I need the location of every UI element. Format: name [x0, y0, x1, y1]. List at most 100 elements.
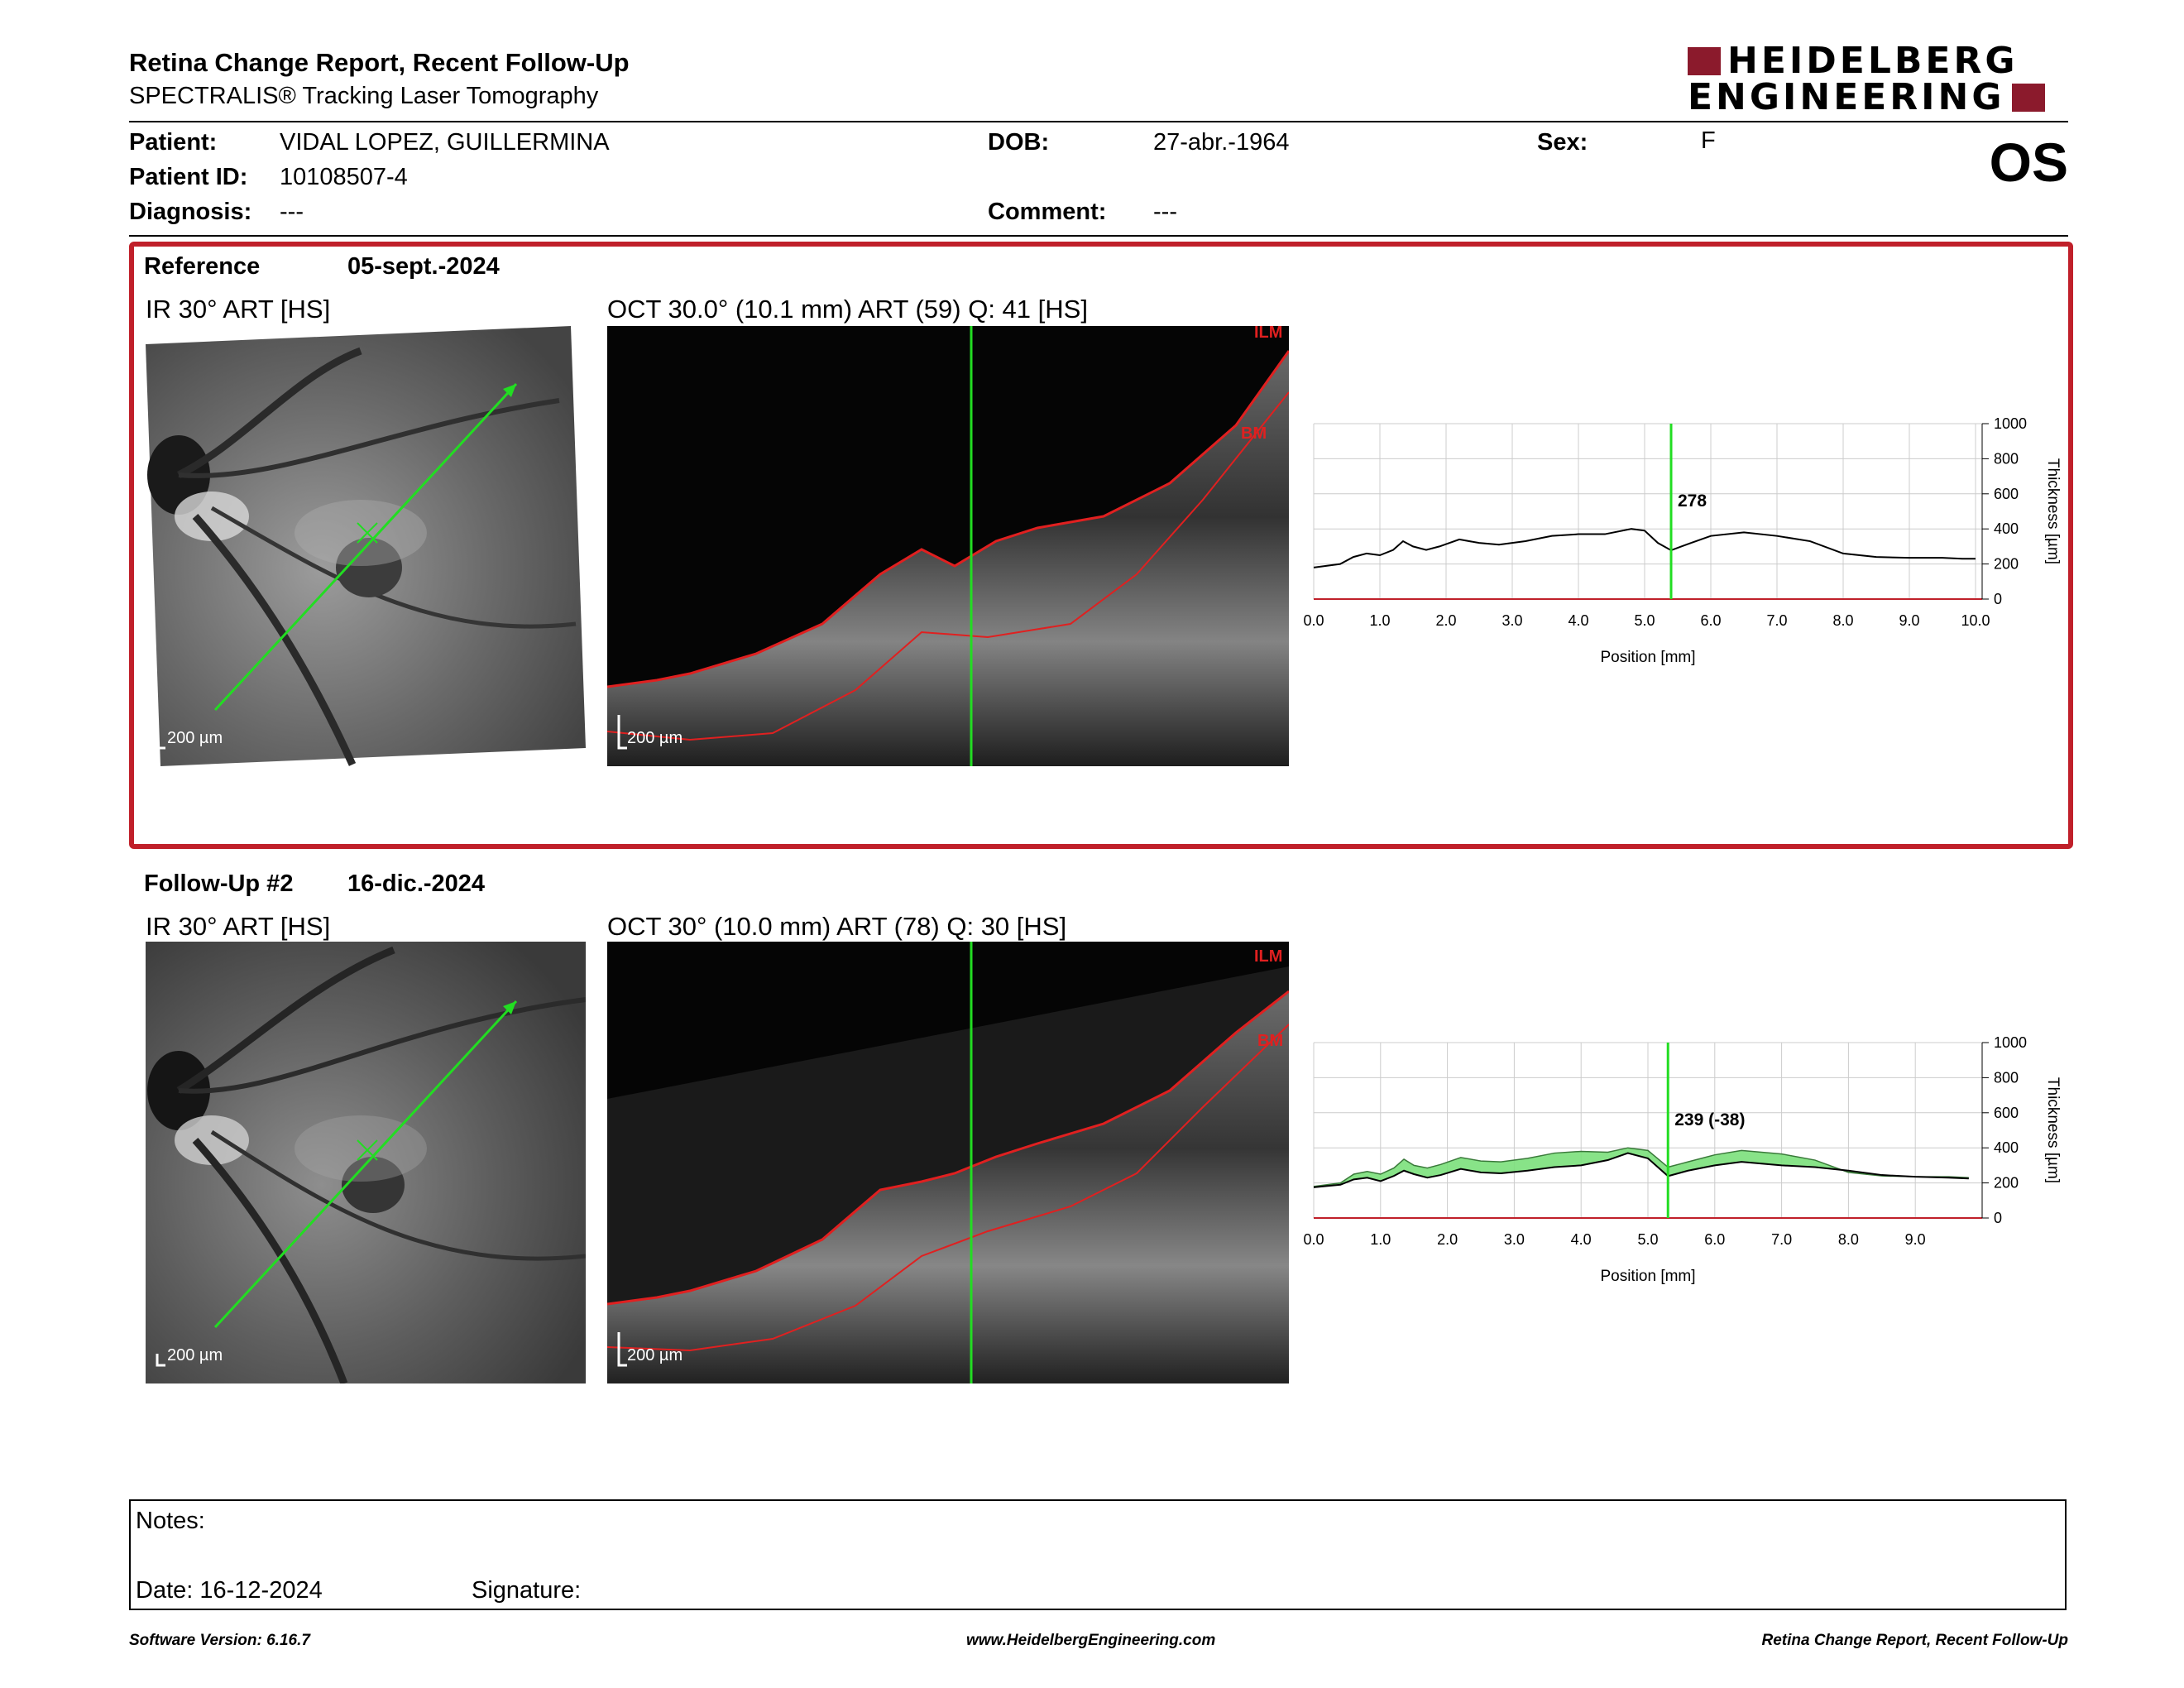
comment-value: --- [1153, 199, 1177, 225]
followup-thickness-chart: 0.0 1.0 2.0 3.0 4.0 5.0 6.0 7.0 8.0 9.0 0 200 400 600… [1303, 1034, 2062, 1285]
patient-label: Patient: [129, 129, 218, 156]
thickness-line [1313, 528, 1976, 568]
reference-label: Reference [144, 253, 261, 280]
patient-id-label: Patient ID: [129, 164, 248, 190]
cursor-value-label: 278 [1678, 492, 1707, 511]
scan-line [213, 382, 518, 712]
y-tick-label: 400 [1994, 520, 2019, 537]
x-tick-label: 9.0 [1905, 1231, 1926, 1248]
x-tick-label: 2.0 [1435, 612, 1456, 629]
reference-ir-scale: 200 µm [167, 729, 223, 747]
followup-ir-scale: 200 µm [167, 1346, 223, 1364]
x-tick-label: 3.0 [1502, 612, 1522, 629]
followup-label: Follow-Up #2 [144, 870, 294, 897]
y-tick-label: 600 [1994, 486, 2019, 502]
reference-date: 05-sept.-2024 [347, 253, 500, 280]
scan-arrow-icon [503, 384, 516, 397]
sex-value: F [1701, 127, 1716, 154]
cursor-value-label: 239 (-38) [1674, 1110, 1745, 1129]
logo-line-1: HEIDELBERG [1727, 40, 2019, 82]
scan-arrow-icon [503, 1001, 516, 1014]
dob-value: 27-abr.-1964 [1153, 129, 1290, 156]
reference-oct-image[interactable]: ILM BM 200 µm [607, 326, 1289, 766]
y-tick-label: 1000 [1994, 1034, 2027, 1051]
x-tick-label: 3.0 [1504, 1231, 1525, 1248]
reference-ir-caption: IR 30° ART [HS] [146, 295, 331, 324]
signature-label: Signature: [472, 1577, 582, 1604]
y-axis-label: Thickness [µm] [2044, 458, 2062, 564]
ilm-line [607, 350, 1289, 688]
reference-oct-caption: OCT 30.0° (10.1 mm) ART (59) Q: 41 [HS] [607, 295, 1088, 324]
x-tick-label: 1.0 [1370, 1231, 1391, 1248]
x-tick-label: 5.0 [1634, 612, 1655, 629]
ilm-label: ILM [1254, 326, 1282, 342]
bm-label: BM [1257, 1032, 1283, 1050]
bm-line [607, 1024, 1289, 1352]
reference-oct-scale: 200 µm [627, 729, 682, 747]
reference-section [129, 242, 2073, 849]
y-tick-label: 1000 [1994, 415, 2027, 432]
followup-date: 16-dic.-2024 [347, 870, 486, 897]
footer-report-name: Retina Change Report, Recent Follow-Up [1761, 1632, 2068, 1649]
y-axis-label: Thickness [µm] [2044, 1077, 2062, 1183]
patient-id: 10108507-4 [280, 164, 408, 190]
y-tick-label: 600 [1994, 1105, 2019, 1121]
scan-line [213, 1000, 518, 1329]
software-version: Software Version: 6.16.7 [129, 1632, 310, 1649]
x-tick-label: 6.0 [1704, 1231, 1725, 1248]
followup-thickness-line [1313, 1152, 1969, 1188]
followup-oct-scale: 200 µm [627, 1346, 682, 1364]
notes-box[interactable] [129, 1499, 2067, 1610]
patient-name: VIDAL LOPEZ, GUILLERMINA [280, 129, 610, 156]
dob-label: DOB: [988, 129, 1050, 156]
website-link[interactable]: www.HeidelbergEngineering.com [966, 1632, 1216, 1649]
bm-label: BM [1241, 424, 1267, 443]
notes-date: Date: 16-12-2024 [136, 1577, 323, 1604]
x-tick-label: 8.0 [1832, 612, 1853, 629]
report-title: Retina Change Report, Recent Follow-Up [129, 48, 630, 77]
followup-ir-image[interactable]: 200 µm [146, 942, 586, 1383]
x-tick-label: 1.0 [1369, 612, 1390, 629]
diagnosis-label: Diagnosis: [129, 199, 252, 225]
x-tick-label: 7.0 [1766, 612, 1787, 629]
notes-label: Notes: [136, 1508, 205, 1534]
x-tick-label: 6.0 [1700, 612, 1721, 629]
patient-divider [129, 235, 2068, 237]
header-divider [129, 121, 2068, 122]
x-tick-label: 4.0 [1568, 612, 1588, 629]
x-tick-label: 10.0 [1961, 612, 1990, 629]
reference-thickness-chart: 0.0 1.0 2.0 3.0 4.0 5.0 6.0 7.0 8.0 9.0 10.00 200 40… [1303, 415, 2062, 666]
thickness-change-area [1314, 1148, 1969, 1187]
followup-oct-image[interactable]: ILM BM 200 µm [607, 942, 1289, 1383]
x-tick-label: 7.0 [1771, 1231, 1792, 1248]
ilm-line [607, 990, 1289, 1306]
ilm-label: ILM [1254, 947, 1282, 966]
y-tick-label: 0 [1994, 1210, 2002, 1226]
bm-line [607, 391, 1289, 741]
diagnosis-value: --- [280, 199, 304, 225]
logo-square-icon [2011, 84, 2045, 112]
x-axis-label: Position [mm] [1600, 649, 1695, 666]
logo-square-icon [1688, 47, 1721, 75]
x-axis-label: Position [mm] [1600, 1268, 1695, 1285]
x-tick-label: 5.0 [1637, 1231, 1658, 1248]
followup-ir-caption: IR 30° ART [HS] [146, 912, 331, 941]
y-tick-label: 0 [1994, 591, 2002, 607]
y-tick-label: 200 [1994, 556, 2019, 573]
y-tick-label: 800 [1994, 1069, 2019, 1086]
y-tick-label: 800 [1994, 450, 2019, 467]
eye-indicator: OS [1989, 132, 2068, 193]
reference-ir-image[interactable]: 200 µm [146, 326, 586, 766]
x-tick-label: 0.0 [1303, 1231, 1324, 1248]
x-tick-label: 0.0 [1303, 612, 1324, 629]
logo-line-2: ENGINEERING [1688, 76, 2005, 118]
reference-thickness-line [1313, 1147, 1969, 1187]
x-tick-label: 9.0 [1899, 612, 1919, 629]
x-tick-label: 8.0 [1838, 1231, 1859, 1248]
sex-label: Sex: [1537, 129, 1588, 156]
y-tick-label: 200 [1994, 1175, 2019, 1192]
heidelberg-logo: HEIDELBERG ENGINEERING [1688, 40, 2068, 118]
y-tick-label: 400 [1994, 1139, 2019, 1156]
comment-label: Comment: [988, 199, 1107, 225]
x-tick-label: 2.0 [1437, 1231, 1458, 1248]
